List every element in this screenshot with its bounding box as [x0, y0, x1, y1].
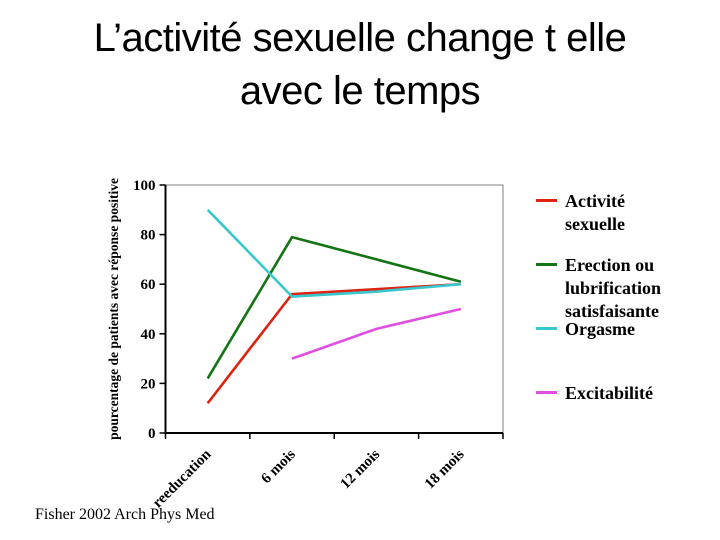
legend-swatch-excitabilite	[536, 391, 557, 394]
series-line-2	[206, 208, 461, 298]
x-category-label: 12 mois	[337, 446, 383, 492]
citation: Fisher 2002 Arch Phys Med	[35, 506, 215, 523]
y-tick-label: 20	[141, 376, 156, 392]
series-line-3	[291, 307, 462, 360]
legend-label-erection: Erection ou lubrification satisfaisante	[565, 255, 662, 321]
plot-area-border	[165, 184, 504, 434]
y-tick-label: 100	[133, 178, 156, 194]
series-line-1	[206, 235, 462, 380]
legend-swatch-activite-sexuelle	[536, 199, 557, 202]
y-axis-title: pourcentage de patients avec réponse pos…	[106, 178, 121, 440]
y-tick-label: 80	[141, 228, 156, 244]
slide-title: L’activité sexuelle change t elle avec l…	[93, 16, 627, 113]
legend-label-orgasme: Orgasme	[565, 319, 635, 339]
legend-swatch-orgasme	[536, 327, 557, 330]
x-category-label: 18 mois	[422, 446, 468, 492]
y-tick-label: 40	[141, 327, 156, 343]
legend-swatch-erection	[536, 263, 557, 266]
legend-label-excitabilite: Excitabilité	[565, 383, 653, 403]
x-category-label: 6 mois	[258, 446, 299, 487]
x-category-label: reeducation	[150, 446, 215, 511]
legend-item-excitabilite: Excitabilité	[536, 382, 653, 405]
legend-item-erection: Erection ou lubrification satisfaisante	[536, 254, 677, 323]
legend-label-activite-sexuelle: Activité sexuelle	[565, 191, 625, 234]
y-tick-label: 0	[148, 426, 156, 442]
legend-item-activite-sexuelle: Activité sexuelle	[536, 190, 677, 236]
y-tick-label: 60	[141, 277, 156, 293]
legend-item-orgasme: Orgasme	[536, 318, 635, 341]
